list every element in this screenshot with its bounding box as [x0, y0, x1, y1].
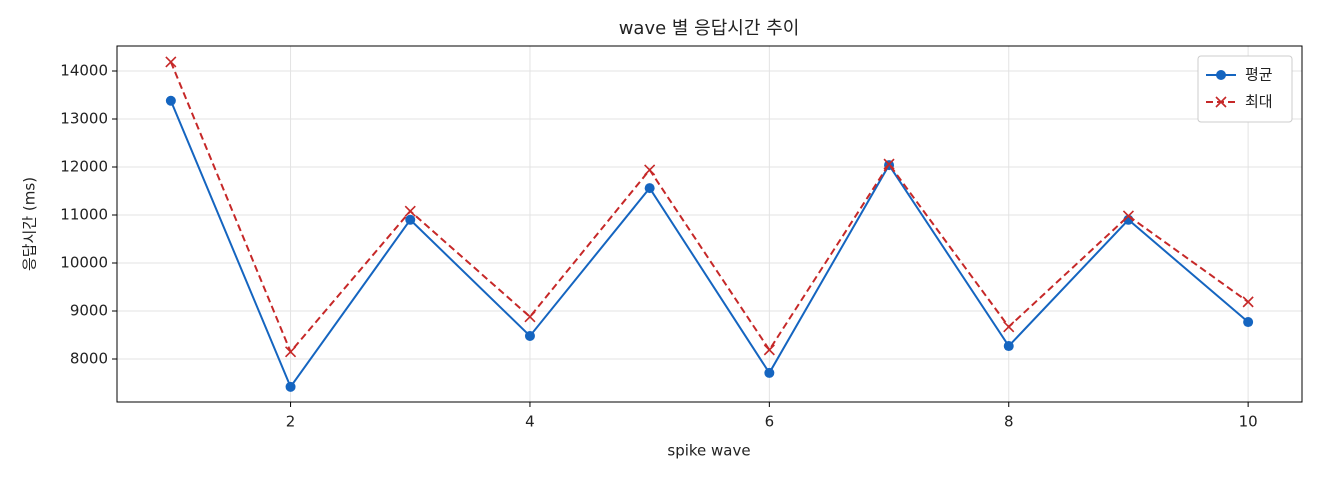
legend-label: 최대: [1245, 93, 1273, 111]
point: [404, 205, 416, 217]
y-tick-label: 11000: [60, 206, 108, 224]
point: [165, 95, 176, 106]
point: [644, 164, 656, 176]
point: [644, 183, 655, 194]
y-tick-label: 8000: [70, 349, 108, 367]
y-tick-label: 10000: [60, 253, 108, 271]
y-tick-label: 12000: [60, 158, 108, 176]
x-tick-label: 6: [765, 413, 775, 431]
y-tick-label: 14000: [60, 62, 108, 80]
point: [284, 346, 297, 358]
point: [165, 56, 177, 68]
point: [1243, 317, 1254, 328]
point: [405, 214, 416, 225]
legend-label: 평균: [1245, 66, 1273, 84]
point: [1242, 296, 1254, 308]
point: [764, 367, 775, 378]
x-tick-label: 4: [525, 413, 535, 431]
point: [763, 344, 775, 356]
point: [524, 311, 536, 323]
x-tick-label: 10: [1239, 413, 1258, 431]
point: [1003, 341, 1014, 352]
x-axis-label: spike wave: [667, 442, 750, 460]
plot-frame: [116, 45, 1303, 403]
x-tick-label: 2: [286, 413, 296, 431]
chart-title: wave 별 응답시간 추이: [619, 18, 800, 39]
y-tick-label: 9000: [70, 301, 108, 319]
series-line: [169, 100, 1249, 389]
point: [1122, 210, 1135, 222]
point: [883, 158, 895, 170]
series-line: [169, 61, 1249, 354]
x-tick-label: 8: [1004, 413, 1014, 431]
y-axis-label: 응답시간 (ms): [21, 177, 39, 271]
point: [524, 330, 535, 341]
point: [1003, 321, 1015, 333]
legend-marker: [1215, 96, 1227, 108]
point: [285, 381, 296, 392]
legend-marker: [1216, 70, 1226, 80]
y-tick-label: 13000: [60, 110, 108, 128]
